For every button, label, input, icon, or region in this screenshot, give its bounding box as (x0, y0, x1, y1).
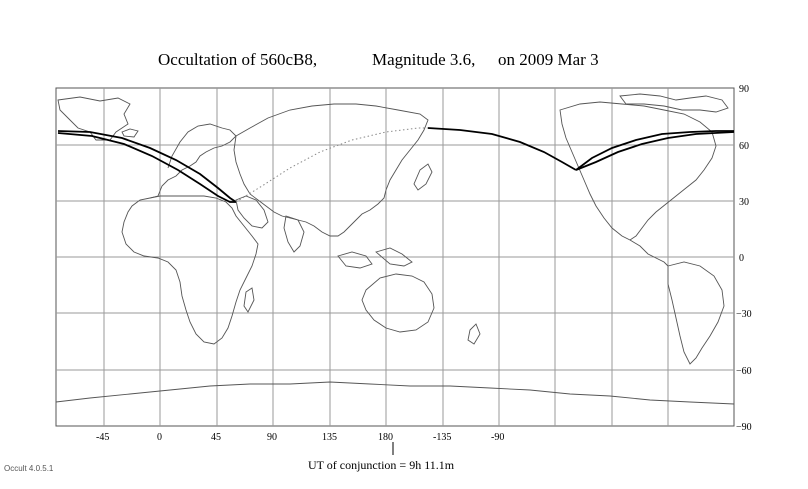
lat-tick-labels: 90 60 30 0 −30 −60 −90 (736, 84, 752, 433)
coast-asia (233, 103, 429, 237)
coast-australia (361, 273, 435, 333)
title-date: on 2009 Mar 3 (498, 50, 599, 69)
path-east-a (427, 127, 577, 171)
coast-arabia (235, 195, 269, 229)
coast-new-zealand (467, 323, 481, 345)
path-west-south (57, 132, 236, 203)
coast-antarctica (55, 381, 735, 405)
coast-new-guinea (375, 247, 413, 267)
lon-label-0: 0 (157, 432, 162, 443)
lon-label-minus90: -90 (491, 432, 504, 443)
coast-india (283, 215, 305, 253)
coast-south-america (667, 261, 725, 365)
coast-madagascar (243, 287, 255, 313)
lat-label-30: 30 (739, 197, 749, 208)
path-east-b (575, 130, 734, 171)
lat-label-minus60: −60 (736, 366, 752, 377)
coast-greenland (57, 96, 131, 141)
lon-label-45: 45 (211, 432, 221, 443)
coastlines (55, 93, 735, 405)
title-object: Occultation of 560cB8, (158, 50, 318, 69)
path-east-c (575, 131, 735, 171)
lat-label-90: 90 (739, 84, 749, 95)
lat-label-0: 0 (739, 253, 744, 264)
occultation-path (57, 127, 735, 203)
version-label: Occult 4.0.5.1 (4, 464, 54, 473)
path-west-north (57, 130, 237, 203)
coast-africa (121, 195, 259, 345)
map-title: Occultation of 560cB8, Magnitude 3.6, on… (0, 50, 808, 72)
lon-tick-labels: -45 0 45 90 135 180 -135 -90 (96, 432, 504, 443)
map-grid (56, 88, 734, 426)
lon-label-minus45: -45 (96, 432, 109, 443)
lon-label-135: 135 (322, 432, 337, 443)
lon-label-180: 180 (378, 432, 393, 443)
coast-north-america (559, 101, 717, 241)
title-magnitude: Magnitude 3.6, (372, 50, 476, 69)
coast-arctic-islands (619, 93, 729, 113)
lat-label-minus30: −30 (736, 309, 752, 320)
path-daylight-dotted (235, 127, 428, 203)
conjunction-text: UT of conjunction = 9h 11.1m (308, 458, 455, 472)
lat-label-60: 60 (739, 141, 749, 152)
coast-iceland (121, 128, 139, 138)
lon-label-minus135: -135 (433, 432, 451, 443)
coast-indonesia (337, 251, 373, 269)
coast-central-america (629, 239, 669, 267)
coast-japan (413, 163, 433, 191)
coast-europe (149, 123, 237, 199)
lat-label-minus90: −90 (736, 422, 752, 433)
lon-label-90: 90 (267, 432, 277, 443)
